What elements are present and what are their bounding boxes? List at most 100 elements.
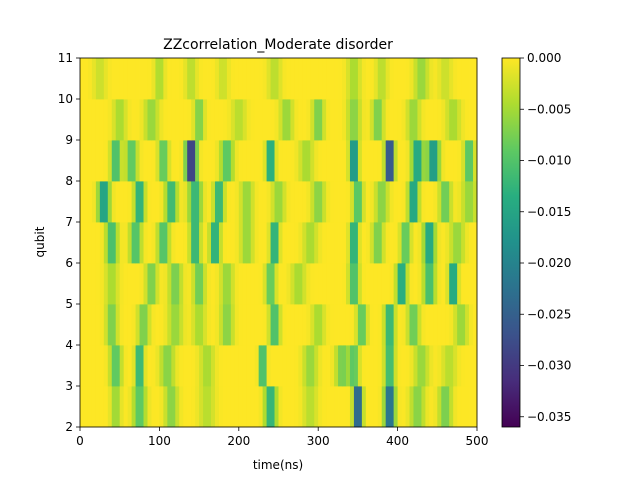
heatmap-cell: [230, 222, 236, 264]
heatmap-cell: [175, 222, 180, 264]
heatmap-cell: [373, 222, 379, 264]
heatmap-cell: [155, 99, 160, 141]
heatmap-cell: [99, 99, 105, 141]
heatmap-cell: [278, 99, 283, 141]
heatmap-cell: [131, 181, 136, 223]
heatmap-cell: [123, 263, 129, 305]
heatmap-cell: [139, 140, 144, 182]
heatmap-cell: [413, 99, 418, 141]
heatmap-cell: [250, 386, 256, 428]
heatmap-cell: [445, 345, 450, 387]
heatmap-cell: [365, 386, 371, 428]
heatmap-cell: [318, 386, 323, 428]
heatmap-cell: [310, 386, 315, 428]
heatmap-cell: [159, 345, 164, 387]
heatmap-cell: [135, 58, 140, 100]
heatmap-cell: [353, 181, 359, 223]
heatmap-cell: [445, 386, 450, 428]
heatmap-cell: [171, 58, 176, 100]
heatmap-cell: [211, 386, 216, 428]
heatmap-cell: [413, 222, 418, 264]
heatmap-cell: [207, 345, 212, 387]
heatmap-cell: [119, 99, 125, 141]
heatmap-cell: [175, 386, 180, 428]
heatmap-cell: [218, 99, 224, 141]
heatmap-cell: [266, 140, 271, 182]
heatmap-cell: [465, 181, 470, 223]
heatmap-cell: [326, 140, 331, 182]
heatmap-cell: [262, 263, 267, 305]
heatmap-cell: [437, 386, 442, 428]
heatmap-cell: [445, 58, 450, 100]
heatmap-cell: [381, 58, 387, 100]
heatmap-cell: [238, 304, 244, 346]
heatmap-cell: [274, 263, 279, 305]
heatmap-cell: [135, 386, 140, 428]
heatmap-cell: [115, 222, 121, 264]
heatmap-cell: [246, 222, 252, 264]
heatmap-cell: [95, 386, 101, 428]
colorbar-tick-label: −0.005: [527, 102, 571, 116]
heatmap-cell: [401, 222, 406, 264]
heatmap-cell: [167, 99, 172, 141]
heatmap-cell: [171, 263, 176, 305]
heatmap-cell: [147, 386, 152, 428]
heatmap-cell: [250, 304, 256, 346]
heatmap-cell: [306, 345, 311, 387]
heatmap-cell: [421, 140, 426, 182]
heatmap-cell: [326, 181, 331, 223]
heatmap-cell: [262, 181, 267, 223]
heatmap-cell: [381, 99, 387, 141]
heatmap-cell: [381, 263, 387, 305]
heatmap-cell: [80, 304, 85, 346]
heatmap-cell: [425, 304, 430, 346]
heatmap-cell: [294, 304, 299, 346]
heatmap-cell: [465, 222, 470, 264]
heatmap-cell: [155, 345, 160, 387]
heatmap-cell: [417, 222, 422, 264]
heatmap-cell: [421, 222, 426, 264]
heatmap-cell: [429, 222, 434, 264]
heatmap-cell: [330, 222, 335, 264]
heatmap-cell: [175, 58, 180, 100]
heatmap-cell: [417, 386, 422, 428]
heatmap-cell: [195, 99, 200, 141]
heatmap-cell: [361, 263, 367, 305]
heatmap-cell: [469, 140, 474, 182]
heatmap-cell: [373, 58, 379, 100]
colorbar-tick-label: −0.025: [527, 307, 571, 321]
heatmap-cell: [135, 222, 140, 264]
heatmap-cell: [334, 181, 339, 223]
heatmap-cell: [207, 304, 212, 346]
heatmap-cell: [242, 263, 248, 305]
heatmap-cell: [179, 263, 184, 305]
heatmap-cell: [250, 181, 256, 223]
heatmap-cell: [238, 386, 244, 428]
heatmap-cell: [111, 263, 117, 305]
heatmap-cell: [373, 386, 379, 428]
heatmap-cell: [330, 99, 335, 141]
heatmap-cell: [310, 140, 315, 182]
heatmap-cell: [226, 345, 232, 387]
heatmap-cell: [270, 99, 275, 141]
y-tick-label: 10: [58, 92, 73, 106]
heatmap-cell: [345, 140, 351, 182]
heatmap-cell: [278, 304, 283, 346]
heatmap-cell: [207, 58, 212, 100]
heatmap-cell: [441, 304, 446, 346]
heatmap-cell: [357, 345, 363, 387]
heatmap-cell: [314, 263, 319, 305]
heatmap-cell: [131, 345, 136, 387]
heatmap-cell: [143, 140, 148, 182]
chart-title: ZZcorrelation_Moderate disorder: [163, 37, 393, 53]
heatmap-cell: [155, 58, 160, 100]
heatmap-cell: [409, 140, 414, 182]
heatmap-cell: [214, 58, 220, 100]
heatmap-cell: [211, 222, 216, 264]
heatmap-cell: [230, 386, 236, 428]
heatmap-cell: [226, 181, 232, 223]
heatmap-cells: [80, 58, 478, 428]
heatmap-cell: [397, 58, 402, 100]
heatmap-cell: [425, 263, 430, 305]
heatmap-cell: [250, 99, 256, 141]
